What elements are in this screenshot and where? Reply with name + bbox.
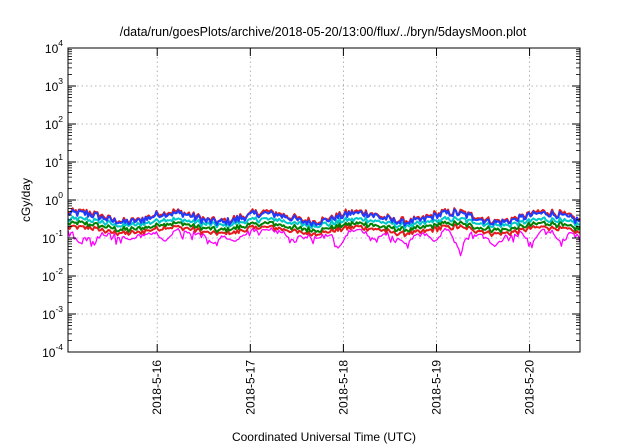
y-tick-label: 104 bbox=[45, 38, 63, 56]
y-axis-label: cGy/day bbox=[19, 178, 33, 222]
y-tick-label: 10-1 bbox=[42, 228, 63, 246]
chart-title: /data/run/goesPlots/archive/2018-05-20/1… bbox=[120, 25, 527, 39]
series-line-3 bbox=[67, 219, 581, 234]
y-tick-base: 10 bbox=[45, 42, 59, 56]
y-tick-label: 100 bbox=[45, 190, 63, 208]
x-axis: 2018-5-16 2018-5-17 2018-5-18 2018-5-19 2018… bbox=[150, 48, 537, 415]
y-tick-label: 103 bbox=[45, 76, 63, 94]
y-tick-exponent: -1 bbox=[55, 228, 63, 238]
y-tick-exponent: 3 bbox=[58, 76, 63, 86]
x-tick-label: 2018-5-17 bbox=[243, 360, 257, 415]
y-tick-exponent: -4 bbox=[55, 342, 63, 352]
x-tick-label: 2018-5-18 bbox=[336, 360, 350, 415]
y-tick-exponent: 4 bbox=[58, 38, 63, 48]
y-tick-exponent: 1 bbox=[58, 152, 63, 162]
y-tick-label: 10-2 bbox=[42, 266, 63, 284]
grid bbox=[68, 48, 580, 352]
y-tick-exponent: 0 bbox=[58, 190, 63, 200]
series-line-6 bbox=[67, 208, 581, 227]
y-tick-base: 10 bbox=[45, 156, 59, 170]
y-tick-base: 10 bbox=[42, 308, 56, 322]
series-group bbox=[67, 207, 581, 257]
x-tick-label: 2018-5-20 bbox=[523, 360, 537, 415]
y-tick-label: 10-4 bbox=[42, 342, 63, 360]
y-tick-base: 10 bbox=[45, 194, 59, 208]
y-tick-exponent: 2 bbox=[58, 114, 63, 124]
y-tick-label: 10-3 bbox=[42, 304, 63, 322]
y-tick-base: 10 bbox=[45, 80, 59, 94]
x-tick-label: 2018-5-19 bbox=[429, 360, 443, 415]
y-tick-label: 102 bbox=[45, 114, 63, 132]
series-line-4 bbox=[67, 215, 580, 230]
x-tick-label: 2018-5-16 bbox=[150, 360, 164, 415]
x-axis-label: Coordinated Universal Time (UTC) bbox=[232, 430, 416, 444]
y-tick-label: 101 bbox=[45, 152, 63, 170]
y-tick-exponent: -3 bbox=[55, 304, 63, 314]
y-tick-base: 10 bbox=[42, 232, 56, 246]
series-line-1 bbox=[67, 227, 581, 257]
y-tick-base: 10 bbox=[42, 346, 56, 360]
y-tick-base: 10 bbox=[42, 270, 56, 284]
y-tick-base: 10 bbox=[45, 118, 59, 132]
y-tick-exponent: -2 bbox=[55, 266, 63, 276]
series-line-2 bbox=[67, 223, 581, 238]
